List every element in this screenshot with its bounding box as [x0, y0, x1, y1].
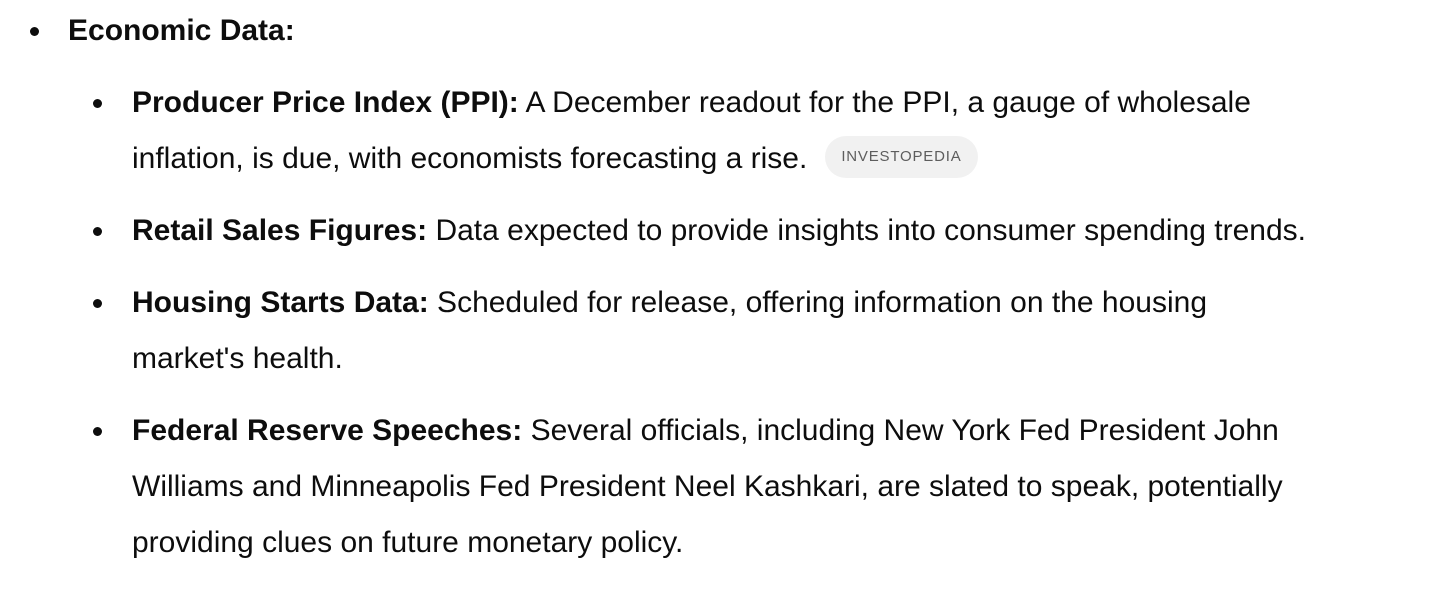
item-text: Williams and Minneapolis Fed President N… — [132, 470, 1283, 503]
list-bullet — [93, 427, 102, 436]
item-line: inflation, is due, with economists forec… — [132, 136, 978, 179]
list-bullet — [93, 99, 102, 108]
item-text: Scheduled for release, offering informat… — [428, 286, 1208, 319]
item-text: market's health. — [132, 342, 343, 375]
item-text: Several officials, including New York Fe… — [522, 414, 1279, 447]
item-line: Retail Sales Figures: Data expected to p… — [132, 213, 1306, 249]
item-line: Producer Price Index (PPI): A December r… — [132, 85, 1251, 121]
item-title: Producer Price Index (PPI): — [132, 86, 519, 119]
section-heading: Economic Data: — [68, 13, 295, 49]
source-citation-badge[interactable]: INVESTOPEDIA — [825, 136, 978, 179]
item-text: providing clues on future monetary polic… — [132, 526, 684, 559]
item-line: market's health. — [132, 341, 343, 377]
section-heading-label: Economic Data: — [68, 14, 295, 47]
list-bullet — [93, 299, 102, 308]
item-line: Williams and Minneapolis Fed President N… — [132, 469, 1283, 505]
item-text: A December readout for the PPI, a gauge … — [518, 86, 1251, 119]
list-bullet — [93, 227, 102, 236]
item-title: Federal Reserve Speeches: — [132, 414, 523, 447]
item-text: Data expected to provide insights into c… — [427, 214, 1306, 247]
item-text: inflation, is due, with economists forec… — [132, 142, 808, 175]
item-line: Federal Reserve Speeches: Several offici… — [132, 413, 1279, 449]
item-line: providing clues on future monetary polic… — [132, 525, 683, 561]
list-bullet — [30, 27, 39, 36]
item-title: Retail Sales Figures: — [132, 214, 428, 247]
item-title: Housing Starts Data: — [132, 286, 429, 319]
item-line: Housing Starts Data: Scheduled for relea… — [132, 285, 1207, 321]
